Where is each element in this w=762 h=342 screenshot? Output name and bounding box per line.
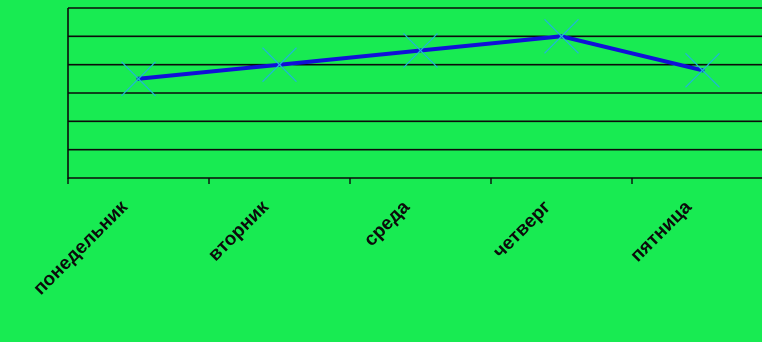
x-tick-label: среда: [360, 196, 414, 250]
data-point-marker: [685, 52, 720, 88]
series-layer: [136, 34, 705, 81]
x-axis: [67, 8, 762, 184]
marker-stroke: [544, 18, 579, 54]
marker-stroke: [403, 33, 438, 68]
data-point-marker: [121, 61, 156, 97]
data-point-marker: [544, 18, 579, 54]
x-tick-label: понедельник: [29, 196, 132, 299]
data-point-marker: [262, 47, 297, 83]
marker-stroke: [262, 47, 297, 83]
gridlines: [68, 7, 762, 151]
marker-stroke: [121, 61, 156, 97]
data-point-marker: [403, 33, 438, 68]
marker-stroke: [685, 52, 720, 88]
x-tick-labels: понедельник вторник среда четверг пятница: [29, 196, 696, 299]
series-line: [136, 34, 705, 81]
marker-layer: [121, 18, 720, 97]
x-tick-label: пятница: [626, 196, 696, 266]
x-tick-label: вторник: [204, 196, 273, 265]
x-tick-label: четверг: [489, 197, 555, 263]
